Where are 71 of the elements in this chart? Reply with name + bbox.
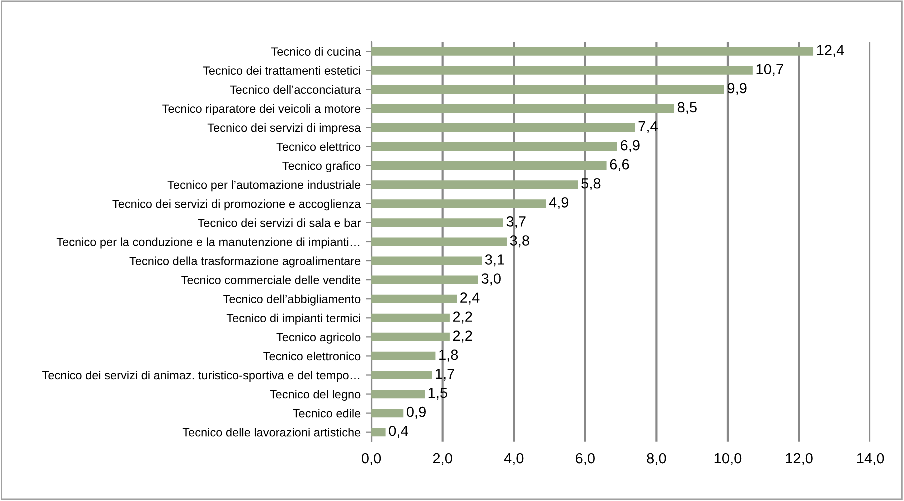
y-tick-label: Tecnico dei servizi di promozione e accoglienza (112, 200, 362, 211)
data-label: 3,0 (482, 274, 501, 286)
data-label: 4,9 (549, 197, 569, 210)
x-tick-label: 12,0 (786, 453, 813, 466)
x-tick-label: 2,0 (433, 453, 452, 466)
x-tick-label: 14,0 (857, 453, 884, 466)
y-tick-label: Tecnico riparatore dei veicoli a motore (162, 104, 361, 116)
data-label: 1,5 (428, 388, 448, 400)
bar (372, 409, 404, 418)
bar (372, 218, 504, 228)
y-tick-label: Tecnico edile (293, 409, 361, 418)
x-tick-label: 8,0 (647, 453, 666, 466)
data-label: 12,4 (817, 45, 844, 58)
y-tick-label: Tecnico dei servizi di animaz. turistico-sportiva e del tempo… (42, 370, 360, 382)
bar (372, 352, 436, 360)
data-label: 2,2 (453, 312, 472, 324)
data-label: 7,4 (638, 121, 658, 134)
bar (372, 276, 478, 284)
x-tick-label: 0,0 (362, 453, 382, 466)
y-tick-label: Tecnico delle lavorazioni artistiche (182, 428, 361, 437)
data-label: 5,8 (582, 178, 601, 191)
data-label: 0,4 (389, 426, 408, 438)
data-label: 1,7 (436, 368, 454, 381)
y-tick-label: Tecnico per l’automazione industriale (168, 180, 361, 192)
bar (372, 256, 482, 266)
y-tick-label: Tecnico dei trattamenti estetici (203, 66, 360, 76)
bar (372, 314, 450, 322)
data-label: 3,8 (510, 236, 530, 248)
data-label: 3,1 (485, 254, 504, 267)
bar (372, 180, 578, 190)
y-tick-label: Tecnico commerciale delle vendite (182, 276, 361, 284)
y-tick-label: Tecnico dei servizi di impresa (208, 123, 362, 134)
data-label: 3,7 (506, 216, 526, 229)
bar (372, 142, 618, 152)
data-label: 2,4 (460, 292, 480, 305)
data-label: 8,5 (678, 102, 697, 114)
bar (372, 294, 458, 304)
y-tick-label: Tecnico dell’abbigliamento (224, 294, 361, 306)
y-tick-label: Tecnico del legno (270, 390, 361, 402)
bar (372, 428, 386, 437)
y-tick-label: Tecnico di impianti termici (226, 314, 360, 325)
y-tick-label: Tecnico per la conduzione e la manutenzione di impianti… (56, 238, 360, 249)
data-label: 2,2 (453, 330, 472, 343)
bar (372, 332, 450, 342)
bar (372, 162, 607, 170)
bar (372, 85, 724, 94)
y-tick-label: Tecnico dell’acconciatura (230, 85, 362, 94)
x-tick-label: 6,0 (576, 453, 595, 466)
x-tick-label: 4,0 (504, 453, 524, 466)
y-tick-label: Tecnico elettrico (276, 142, 361, 152)
y-tick-label: Tecnico agricolo (276, 332, 361, 344)
bar (372, 200, 546, 208)
bar (372, 390, 426, 399)
bar (372, 370, 432, 380)
bar (372, 66, 753, 75)
bar (372, 47, 814, 56)
data-label: 10,7 (756, 64, 784, 76)
y-tick-label: Tecnico di cucina (272, 47, 362, 56)
data-label: 9,9 (728, 83, 747, 96)
y-tick-label: Tecnico grafico (282, 162, 361, 173)
y-tick-label: Tecnico della trasformazione agroalimentare (130, 256, 361, 268)
data-label: 0,9 (406, 406, 426, 419)
bar (372, 123, 636, 132)
data-label: 6,9 (621, 140, 640, 152)
bar (372, 104, 675, 113)
x-tick-label: 10,0 (714, 453, 742, 466)
y-tick-label: Tecnico dei servizi di sala e bar (198, 218, 361, 228)
y-tick-label: Tecnico elettronico (264, 352, 361, 361)
bar (372, 238, 507, 246)
data-label: 6,6 (610, 159, 630, 172)
data-label: 1,8 (440, 350, 458, 362)
